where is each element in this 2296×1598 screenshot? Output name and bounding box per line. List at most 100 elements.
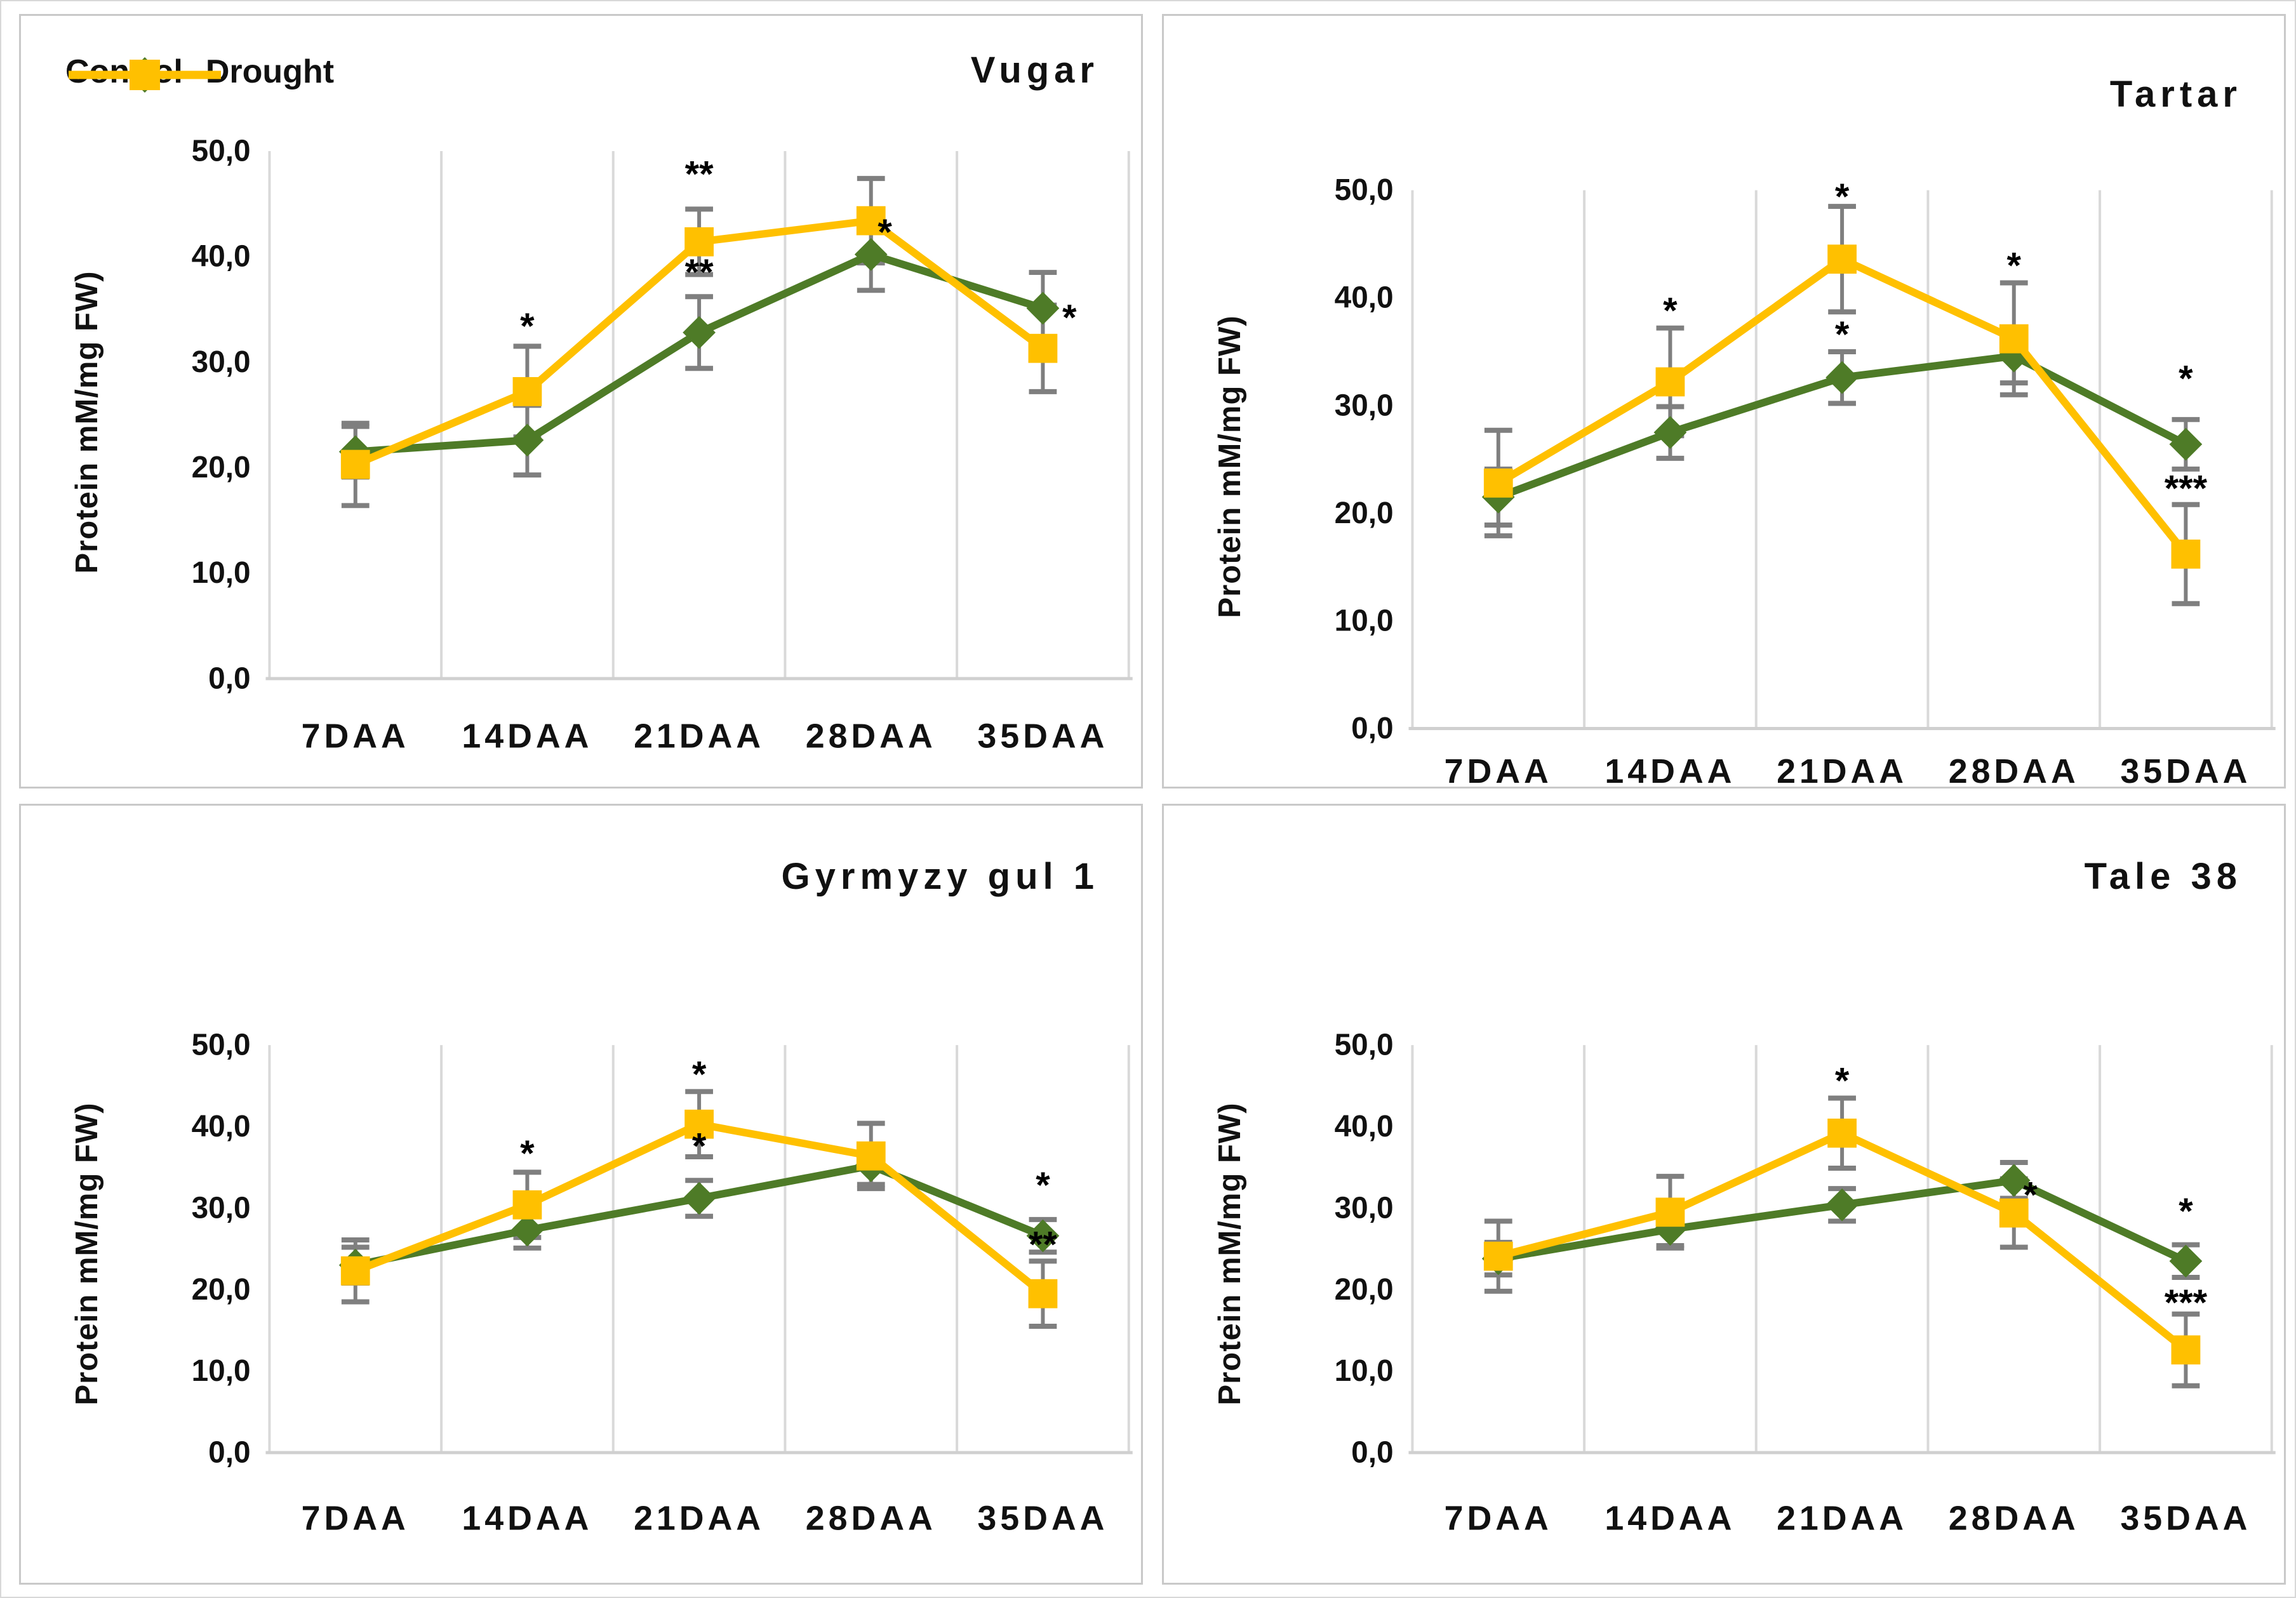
significance-asterisk: * <box>1036 1165 1050 1206</box>
chart-title: Tale 38 <box>2084 856 2242 897</box>
x-tick-label: 21DAA <box>1777 752 1907 787</box>
y-tick-label: 30,0 <box>1335 1191 1394 1225</box>
significance-asterisk: * <box>520 306 535 347</box>
legend-label-drought: Drought <box>205 53 335 90</box>
marker-diamond-control <box>854 237 888 271</box>
y-tick-label: 20,0 <box>1335 1273 1394 1307</box>
x-tick-label: 35DAA <box>2120 752 2251 787</box>
chart-title: Vugar <box>970 50 1099 91</box>
y-tick-label: 50,0 <box>192 134 251 168</box>
significance-asterisk: * <box>1663 291 1678 331</box>
y-tick-label: 30,0 <box>192 1191 251 1225</box>
y-axis-title: Protein mM/mg FW) <box>70 270 104 574</box>
significance-asterisk: * <box>2179 1191 2193 1232</box>
marker-square-drought <box>1655 1197 1685 1227</box>
y-tick-label: 30,0 <box>192 345 251 379</box>
y-tick-label: 10,0 <box>1335 604 1394 637</box>
y-tick-label: 50,0 <box>1335 173 1394 207</box>
marker-square-drought <box>1999 324 2029 354</box>
chart-panel-tale-38: Tale 38 Protein mM/mg FW) 0,0 10,0 20,0 30,… <box>1162 804 2286 1585</box>
marker-diamond-control <box>1653 416 1687 449</box>
significance-asterisk: * <box>2007 245 2022 286</box>
legend-item-drought: Drought <box>69 53 335 91</box>
significance-asterisk: * <box>2179 358 2193 399</box>
marker-square-drought <box>1827 1118 1857 1148</box>
y-tick-label: 0,0 <box>1351 1436 1393 1470</box>
y-tick-label: 20,0 <box>1335 496 1394 530</box>
significance-asterisk: * <box>2023 1175 2038 1215</box>
marker-square-drought <box>1655 367 1685 397</box>
chart-plot-area: 0,0 10,0 20,0 30,0 40,0 50,0 7DAA 14DAA 21DAA 28D… <box>1335 173 2276 787</box>
significance-asterisk: * <box>520 1133 535 1174</box>
x-tick-label: 35DAA <box>2120 1499 2251 1537</box>
y-tick-label: 40,0 <box>1335 281 1394 315</box>
significance-asterisk: * <box>1835 176 1850 217</box>
marker-square-drought <box>340 1256 370 1286</box>
y-tick-label: 0,0 <box>208 662 250 695</box>
marker-square-drought <box>1028 333 1058 363</box>
x-tick-label: 14DAA <box>1605 752 1735 787</box>
y-axis-title: Protein mM/mg FW) <box>70 1102 104 1406</box>
y-tick-label: 0,0 <box>208 1436 250 1470</box>
marker-diamond-control <box>1825 1188 1859 1222</box>
marker-square-drought <box>1999 1198 2029 1228</box>
y-tick-label: 10,0 <box>192 556 251 590</box>
marker-square-drought <box>2171 539 2201 569</box>
significance-asterisk: *** <box>2165 468 2208 509</box>
marker-square-drought <box>1827 244 1857 274</box>
x-tick-label: 21DAA <box>634 1499 764 1537</box>
y-tick-label: 10,0 <box>192 1354 251 1388</box>
x-tick-label: 35DAA <box>977 717 1108 755</box>
marker-square-drought <box>856 1141 886 1171</box>
marker-square-drought <box>1483 1241 1513 1271</box>
marker-diamond-control <box>1825 361 1859 394</box>
x-tick-label: 35DAA <box>977 1499 1108 1537</box>
marker-square-drought <box>1483 468 1513 498</box>
chart-plot-area: 0,0 10,0 20,0 30,0 40,0 50,0 7DAA 14DAA 21DAA 28D… <box>192 1029 1133 1537</box>
x-tick-label: 14DAA <box>1605 1499 1735 1537</box>
y-tick-label: 50,0 <box>192 1029 251 1062</box>
x-tick-label: 28DAA <box>1949 1499 2079 1537</box>
y-tick-label: 20,0 <box>192 1273 251 1307</box>
x-tick-label: 7DAA <box>1445 1499 1552 1537</box>
x-tick-label: 7DAA <box>1445 752 1552 787</box>
y-tick-label: 10,0 <box>1335 1354 1394 1388</box>
x-tick-label: 21DAA <box>634 717 764 755</box>
marker-diamond-control <box>683 1182 716 1215</box>
marker-square-drought <box>1028 1279 1058 1308</box>
x-tick-label: 28DAA <box>1949 752 2079 787</box>
chart-title: Gyrmyzy gul 1 <box>781 856 1099 897</box>
y-tick-label: 50,0 <box>1335 1029 1394 1062</box>
significance-asterisk: * <box>692 1054 707 1095</box>
chart-panel-vugar: Control Drought Vugar Protein mM/mg FW) … <box>19 14 1143 789</box>
marker-square-drought <box>684 227 714 256</box>
significance-asterisk: * <box>1062 298 1077 338</box>
chart-plot-area: 0,0 10,0 20,0 30,0 40,0 50,0 7DAA 14DAA 21DAA 28D… <box>1335 1029 2276 1537</box>
x-tick-label: 21DAA <box>1777 1499 1907 1537</box>
marker-diamond-control <box>2169 1244 2203 1278</box>
y-tick-label: 40,0 <box>1335 1110 1394 1143</box>
y-tick-label: 30,0 <box>1335 389 1394 422</box>
chart-title: Tartar <box>2109 74 2242 115</box>
chart-panel-gyrmyzy-gul-1: Gyrmyzy gul 1 Protein mM/mg FW) 0,0 10,0 2… <box>19 804 1143 1585</box>
x-tick-label: 28DAA <box>806 717 937 755</box>
y-tick-label: 0,0 <box>1351 712 1393 745</box>
chart-plot-area: 0,0 10,0 20,0 30,0 40,0 50,0 7DAA 14DAA 21DAA 28D… <box>192 134 1133 755</box>
y-axis-title: Protein mM/mg FW) <box>1213 315 1247 618</box>
chart-legend: Control Drought <box>65 53 335 93</box>
x-tick-label: 14DAA <box>462 1499 592 1537</box>
significance-asterisk: ** <box>685 252 714 293</box>
significance-asterisk: ** <box>1029 1225 1057 1265</box>
marker-square-drought <box>684 1109 714 1139</box>
y-tick-label: 40,0 <box>192 1110 251 1143</box>
marker-diamond-control <box>1026 291 1060 325</box>
marker-square-drought <box>512 376 542 406</box>
marker-diamond-control <box>511 1213 544 1247</box>
chart-panel-tartar: Tartar Protein mM/mg FW) 0,0 10,0 20,0 30,0… <box>1162 14 2286 789</box>
marker-square-drought <box>2171 1335 2201 1365</box>
significance-asterisk: * <box>878 212 892 253</box>
x-tick-label: 28DAA <box>806 1499 937 1537</box>
marker-square-drought <box>856 206 886 236</box>
drought-line-square-icon <box>69 60 221 90</box>
x-tick-label: 7DAA <box>302 1499 410 1537</box>
